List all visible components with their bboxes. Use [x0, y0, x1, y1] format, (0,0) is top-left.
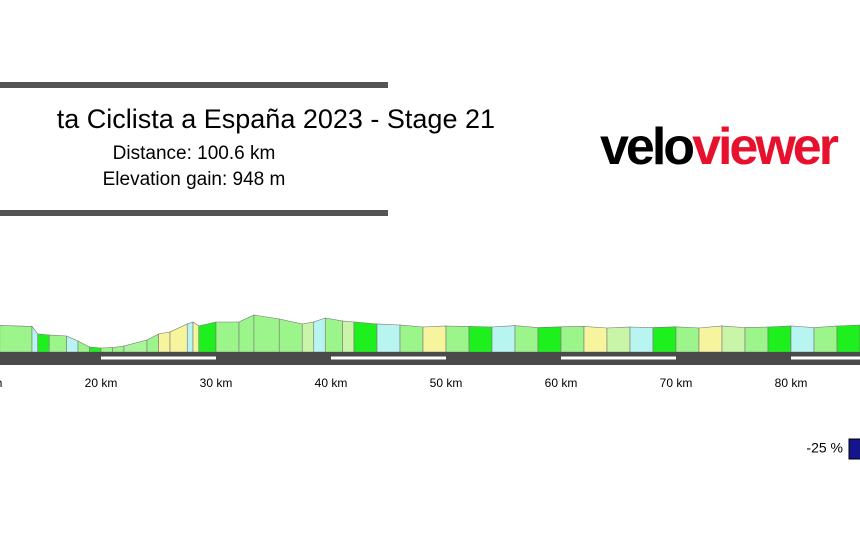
profile-segment: [583, 326, 608, 353]
profile-segment: [100, 347, 113, 353]
title-rule: [0, 210, 388, 216]
profile-segment: [186, 321, 194, 353]
profile-segment: [31, 325, 39, 353]
profile-segment: [537, 326, 562, 353]
profile-segment: [89, 346, 102, 353]
profile-segment: [836, 324, 860, 353]
profile-segment: [77, 340, 90, 353]
profile-segment: [313, 317, 326, 353]
legend-label: -25 %: [806, 440, 843, 456]
profile-segment: [468, 326, 493, 353]
x-tick-label: 60 km: [545, 376, 578, 390]
logo-part: viewer: [692, 118, 839, 176]
profile-segment: [698, 325, 723, 353]
legend-swatch: [848, 438, 860, 460]
profile-segment: [238, 314, 255, 353]
profile-segment: [445, 325, 470, 353]
profile-segment: [48, 334, 67, 353]
profile-segment: [422, 325, 447, 353]
profile-segment: [353, 321, 378, 353]
profile-segment: [813, 325, 838, 353]
profile-segment: [324, 317, 343, 353]
profile-segment: [192, 321, 200, 353]
profile-segment: [37, 333, 50, 353]
x-tick-label: 80 km: [775, 376, 808, 390]
profile-segment: [146, 333, 159, 353]
profile-segment: [66, 335, 79, 353]
profile-segment: [342, 320, 355, 353]
subtitle: Distance: 100.6 km: [113, 143, 276, 164]
profile-segment: [123, 339, 148, 353]
profile-segment: [169, 323, 188, 353]
profile-segment: [790, 325, 815, 353]
profile-segment: [215, 321, 240, 353]
profile-segment: [0, 325, 33, 353]
profile-segment: [198, 321, 217, 353]
x-tick-label: 50 km: [430, 376, 463, 390]
profile-segment: [158, 331, 171, 353]
title-rule: [0, 82, 388, 88]
x-tick-label: 10 km: [0, 376, 2, 390]
profile-segment: [112, 345, 125, 353]
subtitle: Elevation gain: 948 m: [103, 169, 286, 190]
profile-segment: [652, 326, 677, 353]
profile-segment: [376, 323, 401, 353]
profile-segment: [301, 321, 315, 353]
profile-segment: [675, 326, 700, 353]
profile-segment: [629, 326, 654, 353]
chart-title: ta Ciclista a España 2023 - Stage 21: [57, 104, 495, 134]
profile-segment: [606, 326, 631, 353]
profile-segment: [767, 325, 792, 353]
logo: veloviewer: [600, 118, 839, 176]
profile-segment: [721, 325, 746, 353]
profile-segment: [253, 314, 280, 353]
profile-segment: [560, 326, 585, 353]
x-tick-label: 30 km: [200, 376, 233, 390]
x-tick-label: 70 km: [660, 376, 693, 390]
profile-segment: [744, 326, 769, 353]
profile-segment: [399, 324, 424, 353]
profile-segment: [491, 325, 516, 353]
profile-segment: [514, 325, 539, 353]
profile-segment: [278, 318, 303, 353]
logo-part: velo: [600, 118, 693, 176]
x-tick-label: 20 km: [85, 376, 118, 390]
x-tick-label: 40 km: [315, 376, 348, 390]
